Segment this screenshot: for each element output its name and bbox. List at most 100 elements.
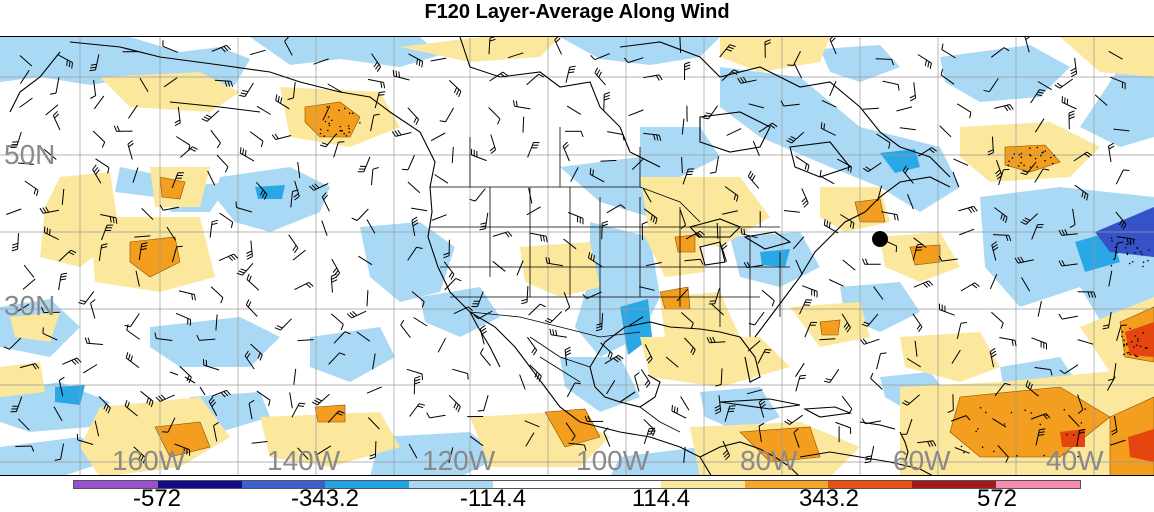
wind-barb-feather bbox=[881, 353, 887, 354]
stipple-dot bbox=[1037, 147, 1039, 149]
wind-barb-feather bbox=[674, 406, 675, 412]
stipple-dot bbox=[1064, 409, 1066, 411]
stipple-dot bbox=[1123, 237, 1125, 239]
wind-barb-feather bbox=[1123, 170, 1129, 171]
wind-barb-feather bbox=[47, 228, 48, 234]
wind-barb-feather bbox=[43, 327, 44, 333]
stipple-dot bbox=[982, 446, 984, 448]
stipple-dot bbox=[328, 116, 330, 118]
stipple-dot bbox=[1121, 336, 1123, 338]
wind-barb-feather bbox=[672, 405, 673, 411]
stipple-dot bbox=[1012, 157, 1014, 159]
stipple-dot bbox=[1004, 423, 1006, 425]
stipple-dot bbox=[1023, 165, 1025, 167]
stipple-dot bbox=[1111, 265, 1113, 267]
stipple-dot bbox=[1113, 259, 1115, 261]
stipple-dot bbox=[346, 135, 348, 137]
stipple-dot bbox=[349, 112, 351, 114]
wind-barb-feather bbox=[1121, 325, 1127, 326]
wind-barb-feather bbox=[1065, 97, 1066, 103]
stipple-dot bbox=[1128, 352, 1130, 354]
stipple-dot bbox=[1134, 252, 1136, 254]
wind-barb-feather bbox=[728, 411, 734, 412]
colorbar-label: 572 bbox=[977, 486, 1017, 511]
stipple-dot bbox=[1123, 345, 1125, 347]
stipple-dot bbox=[1054, 155, 1056, 157]
stipple-dot bbox=[348, 128, 350, 130]
location-marker bbox=[872, 231, 888, 247]
wind-barb-feather bbox=[917, 244, 923, 245]
stipple-dot bbox=[1127, 254, 1129, 256]
stipple-dot bbox=[1030, 166, 1032, 168]
stipple-dot bbox=[1043, 151, 1045, 153]
stipple-dot bbox=[1011, 412, 1013, 414]
stipple-dot bbox=[1084, 408, 1086, 410]
wind-barb-feather bbox=[916, 250, 922, 251]
stipple-dot bbox=[1044, 160, 1046, 162]
stipple-dot bbox=[1141, 254, 1143, 256]
stipple-dot bbox=[352, 113, 354, 115]
wind-barb-feather bbox=[677, 408, 678, 414]
stipple-dot bbox=[1130, 241, 1132, 243]
stipple-dot bbox=[325, 121, 327, 123]
stipple-dot bbox=[348, 131, 350, 133]
stipple-dot bbox=[1081, 422, 1083, 424]
colorbar-label: 343.2 bbox=[799, 486, 859, 511]
wind-barb-feather bbox=[916, 247, 922, 248]
stipple-dot bbox=[1130, 243, 1132, 245]
map-canvas[interactable] bbox=[0, 37, 1154, 476]
stipple-dot bbox=[1079, 432, 1081, 434]
stipple-dot bbox=[977, 428, 979, 430]
stipple-dot bbox=[1040, 424, 1042, 426]
stipple-dot bbox=[961, 446, 963, 448]
wind-barb-feather bbox=[848, 165, 849, 171]
stipple-dot bbox=[1145, 347, 1147, 349]
wind-barb-feather bbox=[800, 375, 806, 376]
wind-barb-feather bbox=[379, 92, 385, 93]
stipple-dot bbox=[1135, 355, 1137, 357]
stipple-dot bbox=[343, 133, 345, 135]
stipple-dot bbox=[1018, 165, 1020, 167]
stipple-dot bbox=[1111, 238, 1113, 240]
stipple-dot bbox=[985, 412, 987, 414]
map-title: F120 Layer-Average Along Wind bbox=[0, 0, 1154, 28]
wind-barb bbox=[717, 223, 718, 239]
colorbar-labels: -572 -343.2 -114.4 114.4 343.2 572 bbox=[0, 486, 1154, 511]
stipple-dot bbox=[329, 125, 331, 127]
stipple-dot bbox=[1127, 352, 1129, 354]
wind-barb bbox=[15, 446, 31, 447]
stipple-dot bbox=[993, 451, 995, 453]
wind-barb-feather bbox=[393, 70, 394, 76]
stipple-dot bbox=[1008, 161, 1010, 163]
stipple-dot bbox=[1140, 346, 1142, 348]
stipple-dot bbox=[1125, 247, 1127, 249]
wind-barb-feather bbox=[824, 124, 825, 130]
stipple-dot bbox=[1126, 244, 1128, 246]
stipple-dot bbox=[1134, 354, 1136, 356]
stipple-dot bbox=[1127, 252, 1129, 254]
stipple-dot bbox=[1063, 454, 1065, 456]
stipple-dot bbox=[1116, 252, 1118, 254]
stipple-dot bbox=[1137, 340, 1139, 342]
stipple-dot bbox=[1140, 251, 1142, 253]
stipple-dot bbox=[1129, 263, 1131, 265]
stipple-dot bbox=[1122, 331, 1124, 333]
stipple-dot bbox=[1008, 165, 1010, 167]
stipple-dot bbox=[1016, 455, 1018, 457]
stipple-dot bbox=[1020, 162, 1022, 164]
stipple-dot bbox=[1146, 347, 1148, 349]
stipple-dot bbox=[1021, 157, 1023, 159]
stipple-dot bbox=[963, 452, 965, 454]
stipple-dot bbox=[331, 120, 333, 122]
wind-barb-feather bbox=[50, 229, 51, 235]
stipple-dot bbox=[338, 110, 340, 112]
wind-barb-feather bbox=[67, 60, 68, 66]
colorbar-label: -114.4 bbox=[460, 486, 526, 511]
stipple-dot bbox=[980, 407, 982, 409]
stipple-dot bbox=[1050, 157, 1052, 159]
stipple-dot bbox=[1046, 414, 1048, 416]
stipple-dot bbox=[1135, 335, 1137, 337]
wind-barb-feather bbox=[468, 374, 469, 380]
map-panel[interactable]: 50N 30N 160W 140W 120W 100W 80W 60W 40W bbox=[0, 36, 1154, 476]
stipple-dot bbox=[1131, 341, 1133, 343]
